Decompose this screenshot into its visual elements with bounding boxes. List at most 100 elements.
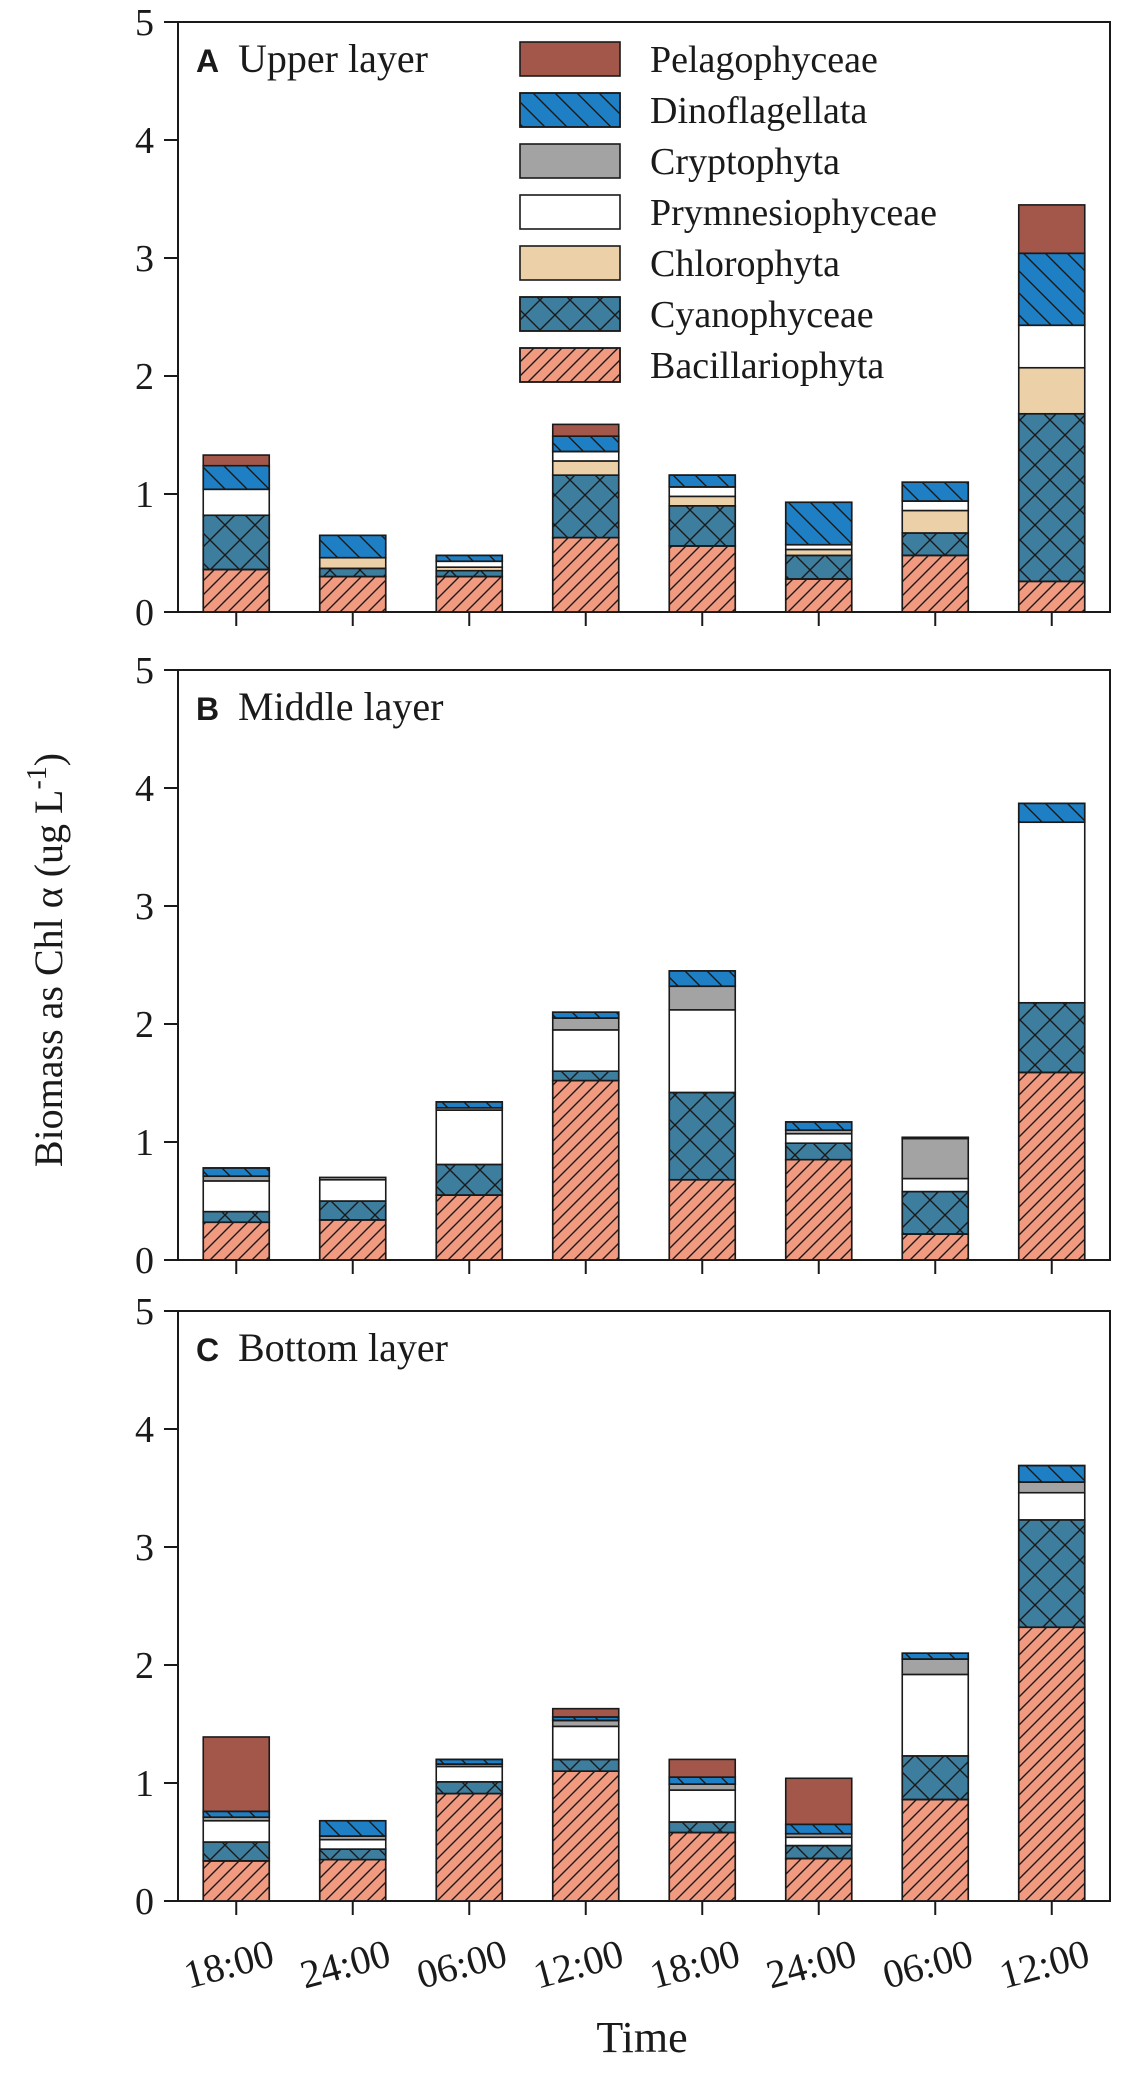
bar-prymnesiophyceae — [551, 450, 620, 462]
bar-dinoflagellata-hatch — [551, 435, 620, 453]
bar-bacillariophyta-hatch — [901, 1798, 970, 1902]
bar-prymnesiophyceae — [668, 1789, 737, 1823]
plot-frame — [177, 21, 1111, 613]
bar-dinoflagellata-hatch — [1017, 1464, 1086, 1483]
bar-cryptophyta — [668, 1783, 737, 1791]
y-tick-label: 1 — [135, 1763, 154, 1805]
bar-bacillariophyta-hatch — [1017, 1071, 1086, 1261]
bar-dinoflagellata-hatch — [784, 501, 853, 546]
bar-bacillariophyta-hatch — [1017, 1626, 1086, 1902]
y-tick-label: 2 — [135, 1645, 154, 1687]
x-tick-label: 24:00 — [761, 1930, 861, 1997]
bar-prymnesiophyceae — [202, 1819, 271, 1843]
bar-cryptophyta — [901, 1658, 970, 1676]
bar-bacillariophyta-hatch — [901, 554, 970, 613]
panel-title: Middle layer — [238, 684, 444, 729]
y-axis-label-main: Biomass as Chl α (ug L — [26, 790, 71, 1168]
bar-cyanophyceae-hatch — [784, 1844, 853, 1860]
bar-pelagophyceae — [784, 1777, 853, 1826]
bar-dinoflagellata-hatch — [435, 1101, 504, 1109]
bar-bacillariophyta-hatch — [901, 1233, 970, 1261]
bar-cryptophyta — [551, 1719, 620, 1728]
bar-prymnesiophyceae — [668, 1009, 737, 1094]
bar-cyanophyceae-hatch — [202, 514, 271, 571]
bar-prymnesiophyceae — [668, 486, 737, 498]
bar-bacillariophyta-hatch — [202, 1221, 271, 1261]
legend-cryptophyta-swatch — [519, 143, 621, 179]
legend-cyanophyceae-swatch-hatch — [519, 296, 621, 332]
bar-chlorophyta — [668, 495, 737, 507]
legend-dinoflagellata-label: Dinoflagellata — [650, 90, 867, 132]
bar-cyanophyceae-hatch — [435, 1163, 504, 1196]
panel-title: Upper layer — [238, 36, 428, 81]
x-tick-label: 12:00 — [528, 1930, 628, 1997]
legend-dinoflagellata-swatch-hatch — [519, 92, 621, 128]
bar-cyanophyceae-hatch — [551, 474, 620, 539]
bar-prymnesiophyceae — [435, 1765, 504, 1783]
bar-bacillariophyta-hatch — [668, 545, 737, 613]
bar-prymnesiophyceae — [901, 1673, 970, 1757]
bar-bacillariophyta-hatch — [784, 1857, 853, 1902]
panel-b: 0 1 2 3 4 5 B Middle layer — [135, 650, 1111, 1282]
bar-bacillariophyta-hatch — [435, 1194, 504, 1261]
y-tick-label: 5 — [135, 1291, 154, 1333]
bar-prymnesiophyceae — [435, 1109, 504, 1166]
y-tick-label: 0 — [135, 1240, 154, 1282]
x-tick-label: 24:00 — [295, 1930, 395, 1997]
bar-prymnesiophyceae — [1017, 821, 1086, 1004]
bar-cyanophyceae-hatch — [668, 1821, 737, 1834]
bar-dinoflagellata-hatch — [901, 1136, 970, 1140]
bar-dinoflagellata-hatch — [551, 1011, 620, 1019]
bar-dinoflagellata-hatch — [202, 464, 271, 491]
bar-pelagophyceae — [551, 423, 620, 437]
bar-pelagophyceae — [668, 1758, 737, 1778]
y-tick-label: 1 — [135, 1122, 154, 1164]
legend-chlorophyta-label: Chlorophyta — [650, 243, 840, 285]
legend-pelagophyceae-swatch — [519, 41, 621, 77]
legend-pelagophyceae-label: Pelagophyceae — [650, 39, 878, 81]
bar-bacillariophyta-hatch — [318, 1219, 387, 1261]
y-tick-label: 3 — [135, 238, 154, 280]
y-axis-label-tail: ) — [26, 753, 71, 766]
bar-cyanophyceae-hatch — [435, 1781, 504, 1795]
x-tick-label: 12:00 — [994, 1930, 1094, 1997]
y-tick-label: 2 — [135, 1004, 154, 1046]
bar-cyanophyceae-hatch — [1017, 412, 1086, 583]
bar-dinoflagellata-hatch — [668, 474, 737, 488]
bar-bacillariophyta-hatch — [318, 575, 387, 613]
bar-cryptophyta — [1017, 1481, 1086, 1494]
bar-cyanophyceae-hatch — [901, 532, 970, 557]
bar-cyanophyceae-hatch — [1017, 1001, 1086, 1074]
bar-bacillariophyta-hatch — [318, 1858, 387, 1902]
legend-bacillariophyta-label: Bacillariophyta — [650, 345, 884, 387]
bar-cryptophyta — [901, 1137, 970, 1180]
y-tick-label: 4 — [135, 768, 154, 810]
bar-bacillariophyta-hatch — [202, 1860, 271, 1902]
bar-cyanophyceae-hatch — [668, 504, 737, 547]
y-axis-label-superscript: -1 — [22, 766, 53, 789]
bar-dinoflagellata-hatch — [435, 554, 504, 563]
bar-cryptophyta — [668, 985, 737, 1011]
bar-cyanophyceae-hatch — [318, 567, 387, 578]
bar-cyanophyceae-hatch — [901, 1190, 970, 1235]
bar-prymnesiophyceae — [202, 488, 271, 517]
plot-frame — [177, 669, 1111, 1261]
y-tick-label: 0 — [135, 1881, 154, 1923]
bar-bacillariophyta-hatch — [435, 575, 504, 613]
y-tick-label: 1 — [135, 474, 154, 516]
bar-cyanophyceae-hatch — [551, 1758, 620, 1773]
x-tick-label: 06:00 — [878, 1930, 978, 1997]
y-tick-label: 4 — [135, 1409, 154, 1451]
bar-prymnesiophyceae — [435, 560, 504, 568]
bar-cyanophyceae-hatch — [202, 1210, 271, 1224]
bar-bacillariophyta-hatch — [784, 578, 853, 613]
legend-cyanophyceae-label: Cyanophyceae — [650, 294, 874, 336]
x-tick-label: 06:00 — [412, 1930, 512, 1997]
y-tick-label: 2 — [135, 356, 154, 398]
y-tick-label: 3 — [135, 1527, 154, 1569]
bar-dinoflagellata-hatch — [784, 1121, 853, 1131]
bar-bacillariophyta-hatch — [551, 1770, 620, 1902]
legend-bacillariophyta-swatch-hatch — [519, 347, 621, 383]
bar-cyanophyceae-hatch — [202, 1841, 271, 1862]
